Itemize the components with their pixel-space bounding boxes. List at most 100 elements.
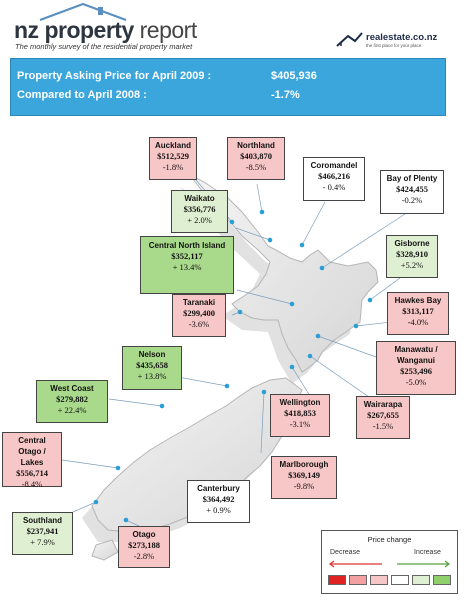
region-name: Otago (132, 530, 156, 539)
region-auckland: Auckland $512,529 -1.8% (149, 137, 197, 180)
region-price: $512,529 (157, 151, 189, 161)
region-name: Marlborough (279, 460, 329, 469)
region-change: + 0.9% (206, 505, 231, 515)
region-change: -1.5% (372, 421, 394, 431)
region-coromandel: Coromandel $466,216 - 0.4% (303, 157, 365, 201)
region-northland: Northland $403,870 -8.5% (227, 137, 285, 180)
region-taranaki: Taranaki $299,400 -3.6% (172, 294, 226, 337)
legend-swatch-neutral (391, 575, 409, 585)
report-title: nz property report (14, 17, 197, 44)
region-name: Wairarapa (363, 400, 403, 409)
region-change: + 7.9% (30, 537, 55, 547)
region-change: -8.5% (245, 162, 267, 172)
price-change-legend: Price change Decrease Increase (321, 530, 458, 594)
legend-swatch-slight-decrease (370, 575, 388, 585)
asking-price-label: Property Asking Price for April 2009 : (17, 70, 212, 82)
region-name: West Coast (50, 384, 94, 393)
asking-price-value: $405,936 (271, 70, 317, 82)
region-name: Coromandel (310, 161, 358, 170)
region-name: Nelson (138, 350, 166, 359)
region-manawatu-wanganui: Manawatu / Wanganui $253,496 -5.0% (376, 341, 456, 395)
house-roof-icon (39, 2, 127, 22)
brand-light: report (139, 17, 198, 43)
region-price: $328,910 (396, 249, 428, 259)
region-change: -3.1% (289, 419, 311, 429)
region-price: $253,496 (400, 366, 432, 376)
region-name: Manawatu / Wanganui (394, 345, 438, 365)
region-change: +5.2% (400, 260, 424, 270)
region-price: $313,117 (402, 306, 434, 316)
region-price: $424,455 (396, 184, 428, 194)
realestate-logo[interactable]: realestate.co.nz the first place for you… (336, 30, 456, 52)
region-price: $237,941 (26, 526, 59, 536)
region-name: Canterbury (197, 484, 240, 493)
region-price: $299,400 (183, 308, 215, 318)
logo-tagline: the first place for your place (366, 43, 422, 48)
region-change: -1.8% (162, 162, 184, 172)
region-price: $356,776 (183, 204, 216, 214)
comparison-value: -1.7% (271, 89, 300, 101)
region-wairarapa: Wairarapa $267,655 -1.5% (356, 396, 410, 439)
region-bay-of-plenty: Bay of Plenty $424,455 -0.2% (380, 170, 444, 214)
legend-decrease-label: Decrease (330, 549, 360, 556)
region-change: -2.8% (133, 551, 155, 561)
region-nelson: Nelson $435,658 + 13.8% (122, 346, 182, 390)
region-price: $435,658 (136, 360, 168, 370)
region-price: $418,853 (284, 408, 316, 418)
region-name: Central North Island (148, 241, 226, 250)
region-change: -3.6% (188, 319, 210, 329)
summary-banner: Property Asking Price for April 2009 : $… (10, 58, 446, 116)
report-header: nz property report The monthly survey of… (0, 0, 470, 56)
stewart-island-shape (91, 539, 119, 561)
region-southland: Southland $237,941 + 7.9% (12, 512, 73, 555)
region-change: + 22.4% (57, 405, 87, 415)
region-name: Bay of Plenty (386, 174, 438, 183)
region-change: -9.8% (293, 481, 315, 491)
region-name: Gisborne (394, 239, 430, 248)
region-name: Southland (22, 516, 63, 525)
region-price: $369,149 (288, 470, 320, 480)
region-name: Northland (237, 141, 275, 150)
region-change: + 13.4% (172, 262, 202, 272)
region-change: -4.0% (407, 317, 429, 327)
region-marlborough: Marlborough $369,149 -9.8% (271, 456, 337, 499)
north-island-shape (189, 174, 379, 373)
region-name: Hawkes Bay (394, 296, 442, 305)
comparison-label: Compared to April 2008 : (17, 89, 147, 101)
region-price: $556,714 (16, 468, 48, 478)
region-wellington: Wellington $418,853 -3.1% (270, 394, 330, 437)
region-price: $279,882 (56, 394, 88, 404)
region-otago: Otago $273,188 -2.8% (118, 526, 170, 568)
brand-bold: nz property (14, 17, 134, 43)
region-change: + 13.8% (137, 371, 167, 381)
region-name: Taranaki (182, 298, 216, 307)
region-price: $352,117 (171, 251, 203, 261)
region-waikato: Waikato $356,776 + 2.0% (171, 190, 228, 233)
region-change: -8.4% (21, 479, 43, 489)
region-price: $403,870 (240, 151, 272, 161)
region-name: Wellington (279, 398, 321, 407)
region-central-otago-lakes: Central Otago / Lakes $556,714 -8.4% (2, 432, 62, 489)
region-price: $364,492 (202, 494, 235, 504)
logo-text: realestate.co.nz (366, 32, 438, 43)
legend-arrows-icon (329, 560, 450, 568)
region-change: + 2.0% (187, 215, 212, 225)
region-name: Auckland (154, 141, 191, 150)
region-price: $466,216 (318, 171, 350, 181)
region-price: $267,655 (367, 410, 399, 420)
region-gisborne: Gisborne $328,910 +5.2% (386, 235, 438, 278)
region-price: $273,188 (128, 540, 160, 550)
region-name: Waikato (184, 194, 215, 203)
region-canterbury: Canterbury $364,492 + 0.9% (187, 480, 250, 523)
legend-swatch-decrease (349, 575, 367, 585)
legend-swatch-strong-decrease (328, 575, 346, 585)
region-central-north-island: Central North Island $352,117 + 13.4% (140, 236, 234, 294)
legend-title: Price change (367, 535, 412, 544)
region-change: -5.0% (405, 377, 427, 387)
report-subtitle: The monthly survey of the residential pr… (15, 42, 193, 51)
region-hawkes-bay: Hawkes Bay $313,117 -4.0% (387, 292, 449, 335)
legend-swatch-increase (412, 575, 430, 585)
legend-increase-label: Increase (414, 549, 441, 556)
region-west-coast: West Coast $279,882 + 22.4% (36, 380, 108, 423)
region-change: - 0.4% (322, 182, 346, 192)
